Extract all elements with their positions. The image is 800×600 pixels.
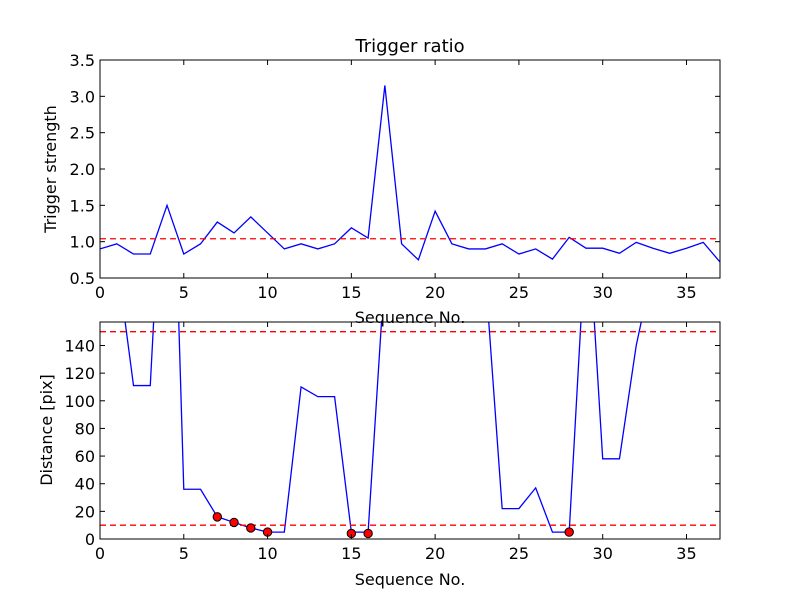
distance-ticks: 0 5 10 15 20 25 30 35 0 20 40 60 80 100 120 140: [64, 322, 720, 563]
x-tick-label-bottom: 10: [257, 544, 277, 563]
y-tick-label-top: 2.0: [70, 160, 95, 179]
series-line-top: [100, 85, 720, 263]
y-tick-label-bottom: 120: [64, 364, 95, 383]
distance-frame: [99, 321, 721, 540]
y-tick-label-bottom: 100: [64, 392, 95, 411]
y-tick-label-bottom: 40: [75, 475, 95, 494]
series-line-bottom-seg1: [178, 322, 383, 533]
x-tick-label-top: 10: [257, 283, 277, 302]
y-tick-label-bottom: 80: [75, 419, 95, 438]
series-line-bottom-seg0: [124, 322, 155, 387]
x-tick-label-top: 5: [179, 283, 189, 302]
y-axis-label-bottom: Distance [pix]: [37, 374, 56, 486]
x-tick-label-top: 35: [676, 283, 696, 302]
data-point-marker: [246, 523, 256, 533]
y-axis-label-top: Trigger strength: [41, 105, 60, 234]
x-tick-label-top: 20: [425, 283, 445, 302]
x-tick-label-bottom: 30: [593, 544, 613, 563]
x-axis-label-bottom: Sequence No.: [355, 570, 466, 589]
x-tick-label-bottom: 20: [425, 544, 445, 563]
y-tick-label-bottom: 60: [75, 447, 95, 466]
x-tick-label-bottom: 0: [95, 544, 105, 563]
data-point-marker: [564, 527, 574, 537]
x-tick-label-bottom: 35: [676, 544, 696, 563]
y-tick-label-top: 0.5: [70, 269, 95, 288]
data-point-marker: [363, 528, 373, 539]
x-tick-label-bottom: 25: [509, 544, 529, 563]
distance-axes: 0 5 10 15 20 25 30 35 0 20 40 60 80 100 120 140 Sequenc…: [37, 321, 721, 589]
y-tick-label-top: 1.5: [70, 196, 95, 215]
x-tick-label-bottom: 15: [341, 544, 361, 563]
y-tick-label-top: 2.5: [70, 124, 95, 143]
trigger-ratio-ticks: 0 5 10 15 20 25 30 35 0.5 1.0 1.5 2.0 2.5 3.0 3.5: [70, 51, 720, 302]
y-tick-label-bottom: 20: [75, 502, 95, 521]
trigger-ratio-frame: [99, 59, 721, 279]
x-axis-label-top: Sequence No.: [355, 308, 466, 327]
chart-title: Trigger ratio: [354, 36, 464, 57]
data-point-marker: [229, 517, 239, 528]
y-tick-label-top: 3.5: [70, 51, 95, 70]
data-point-marker: [212, 512, 222, 522]
x-tick-label-top: 30: [593, 283, 613, 302]
y-tick-label-top: 1.0: [70, 233, 95, 252]
y-tick-label-bottom: 140: [64, 336, 95, 355]
x-tick-label-top: 0: [95, 283, 105, 302]
x-tick-label-top: 25: [509, 283, 529, 302]
x-tick-label-top: 15: [341, 283, 361, 302]
y-tick-label-top: 3.0: [70, 87, 95, 106]
series-line-bottom-seg3: [593, 322, 642, 460]
y-tick-label-bottom: 0: [85, 530, 95, 549]
trigger-ratio-series: [100, 85, 720, 263]
x-tick-label-bottom: 5: [179, 544, 189, 563]
